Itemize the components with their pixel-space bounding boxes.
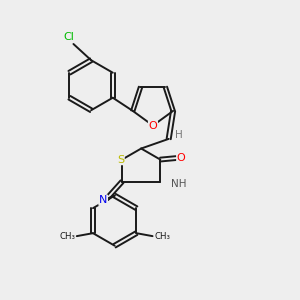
Text: CH₃: CH₃ xyxy=(59,232,75,241)
Text: S: S xyxy=(117,154,124,165)
Text: O: O xyxy=(148,121,157,130)
Text: O: O xyxy=(177,153,186,163)
Text: CH₃: CH₃ xyxy=(154,232,170,241)
Text: NH: NH xyxy=(171,179,186,189)
Text: N: N xyxy=(99,195,107,205)
Text: H: H xyxy=(175,130,183,140)
Text: Cl: Cl xyxy=(64,32,74,42)
